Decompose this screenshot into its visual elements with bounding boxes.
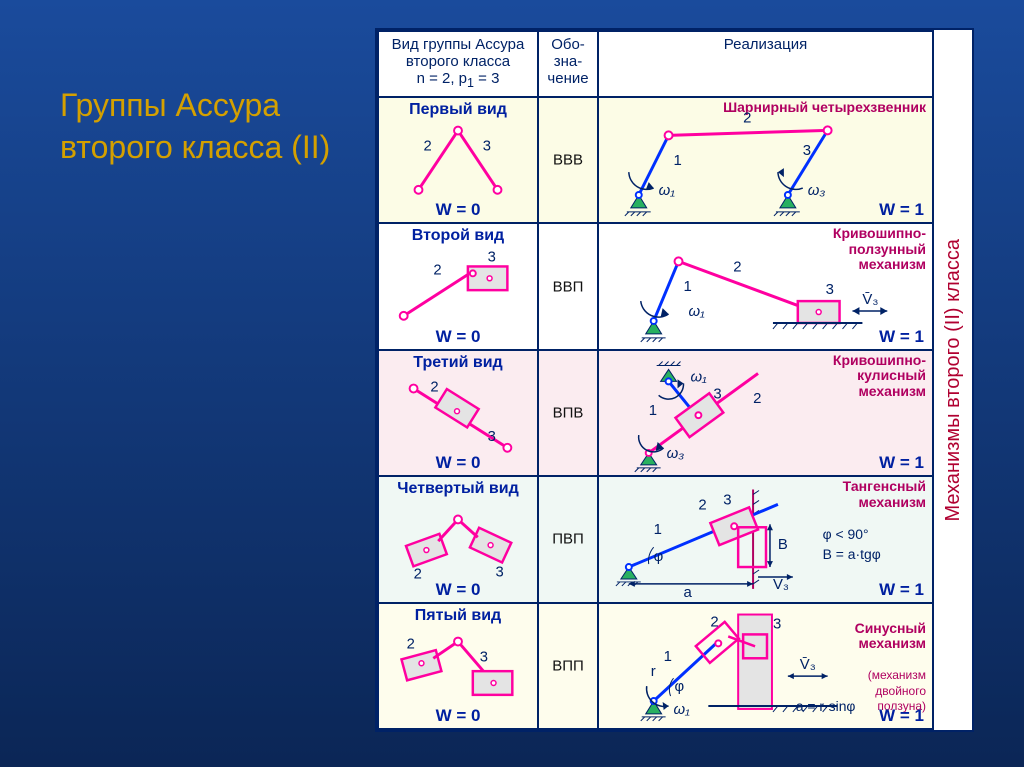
- svg-text:2: 2: [433, 263, 441, 279]
- svg-text:2: 2: [430, 379, 438, 395]
- type-cell-5: Пятый вид 2 3 W = 0: [378, 603, 538, 729]
- desig-2: ВВП: [553, 278, 584, 295]
- svg-text:V̄₃: V̄₃: [862, 292, 878, 308]
- impl-cell-2: Кривошипно- ползунный механизм: [598, 223, 933, 349]
- assur-table: Вид группы Ассура второго класса n = 2, …: [377, 30, 934, 730]
- svg-text:3: 3: [496, 565, 504, 581]
- desig-1: ВВВ: [553, 152, 583, 169]
- desig-cell-4: ПВП: [538, 476, 598, 602]
- svg-text:ω₁: ω₁: [688, 304, 705, 320]
- svg-text:3: 3: [488, 250, 496, 266]
- svg-text:1: 1: [654, 522, 662, 538]
- svg-text:2: 2: [407, 636, 415, 652]
- w-right-5: W = 1: [879, 706, 924, 726]
- type-cell-1: Первый вид 2 3 W = 0: [378, 97, 538, 223]
- row-1: Первый вид 2 3 W = 0 ВВВ Шарнирный четыр…: [378, 97, 933, 223]
- w-right-2: W = 1: [879, 327, 924, 347]
- type-cell-3: Третий вид 2 3 W = 0: [378, 350, 538, 476]
- svg-text:1: 1: [674, 153, 682, 169]
- svg-text:2: 2: [698, 498, 706, 514]
- impl-cell-1: Шарнирный четырехзвенник: [598, 97, 933, 223]
- svg-text:3: 3: [480, 649, 488, 665]
- w-right-3: W = 1: [879, 453, 924, 473]
- w-left-5: W = 0: [379, 706, 537, 726]
- svg-text:ω₃: ω₃: [808, 183, 826, 199]
- svg-text:3: 3: [826, 283, 834, 299]
- svg-text:ω₁: ω₁: [690, 369, 707, 385]
- svg-text:ω₁: ω₁: [674, 701, 691, 717]
- svg-text:3: 3: [488, 429, 496, 445]
- svg-text:a: a: [683, 585, 692, 601]
- svg-text:1: 1: [649, 403, 657, 419]
- w-left-1: W = 0: [379, 200, 537, 220]
- svg-text:2: 2: [710, 614, 718, 630]
- desig-3: ВПВ: [553, 404, 584, 421]
- header-implementation: Реализация: [598, 31, 933, 97]
- svg-text:V̄₃: V̄₃: [773, 577, 789, 593]
- svg-text:3: 3: [773, 616, 781, 632]
- svg-text:3: 3: [713, 386, 721, 402]
- header-row: Вид группы Ассура второго класса n = 2, …: [378, 31, 933, 97]
- w-right-1: W = 1: [879, 200, 924, 220]
- desig-cell-5: ВПП: [538, 603, 598, 729]
- formula-4-2: B = a·tgφ: [823, 546, 881, 562]
- impl-cell-5: Синусный механизм (механизм двойного пол…: [598, 603, 933, 729]
- side-label: Механизмы второго (II) класса: [942, 239, 965, 521]
- svg-text:2: 2: [753, 391, 761, 407]
- desig-cell-3: ВПВ: [538, 350, 598, 476]
- svg-text:φ: φ: [654, 549, 664, 565]
- row-4: Четвертый вид 2 3 W = 0 ПВП Танге: [378, 476, 933, 602]
- w-left-4: W = 0: [379, 580, 537, 600]
- desig-cell-2: ВВП: [538, 223, 598, 349]
- row-5: Пятый вид 2 3 W = 0 ВПП: [378, 603, 933, 729]
- slide-title: Группы Ассура второго класса (II): [60, 85, 340, 168]
- impl-cell-4: Тангенсный механизм: [598, 476, 933, 602]
- svg-text:3: 3: [803, 143, 811, 159]
- row-2: Второй вид 2 3 W = 0 ВВП Кривошипно- пол…: [378, 223, 933, 349]
- svg-text:2: 2: [733, 260, 741, 276]
- side-column: Механизмы второго (II) класса: [934, 30, 972, 730]
- header-type: Вид группы Ассура второго класса n = 2, …: [378, 31, 538, 97]
- svg-text:φ: φ: [675, 679, 685, 695]
- svg-text:1: 1: [664, 649, 672, 665]
- type-cell-2: Второй вид 2 3 W = 0: [378, 223, 538, 349]
- svg-text:ω₁: ω₁: [659, 183, 676, 199]
- svg-text:1: 1: [683, 280, 691, 296]
- svg-text:r: r: [651, 664, 656, 680]
- w-left-2: W = 0: [379, 327, 537, 347]
- desig-4: ПВП: [552, 531, 584, 548]
- svg-text:3: 3: [723, 493, 731, 509]
- desig-5: ВПП: [552, 657, 584, 674]
- desig-cell-1: ВВВ: [538, 97, 598, 223]
- w-right-4: W = 1: [879, 580, 924, 600]
- svg-text:V̄₃: V̄₃: [800, 657, 816, 673]
- row-3: Третий вид 2 3 W = 0 ВПВ Кривошипно- кул…: [378, 350, 933, 476]
- formula-4-1: φ < 90°: [823, 526, 869, 542]
- lbl-3: 3: [483, 138, 491, 154]
- svg-text:2: 2: [743, 110, 751, 126]
- lbl-2: 2: [423, 138, 431, 154]
- impl-cell-3: Кривошипно- кулисный механизм: [598, 350, 933, 476]
- svg-text:ω₃: ω₃: [667, 446, 685, 462]
- header-designation: Обо- зна- чение: [538, 31, 598, 97]
- w-left-3: W = 0: [379, 453, 537, 473]
- svg-text:B: B: [778, 537, 788, 553]
- table-container: Вид группы Ассура второго класса n = 2, …: [375, 28, 974, 732]
- formula-5-1: a = r·sinφ: [796, 698, 856, 714]
- type-cell-4: Четвертый вид 2 3 W = 0: [378, 476, 538, 602]
